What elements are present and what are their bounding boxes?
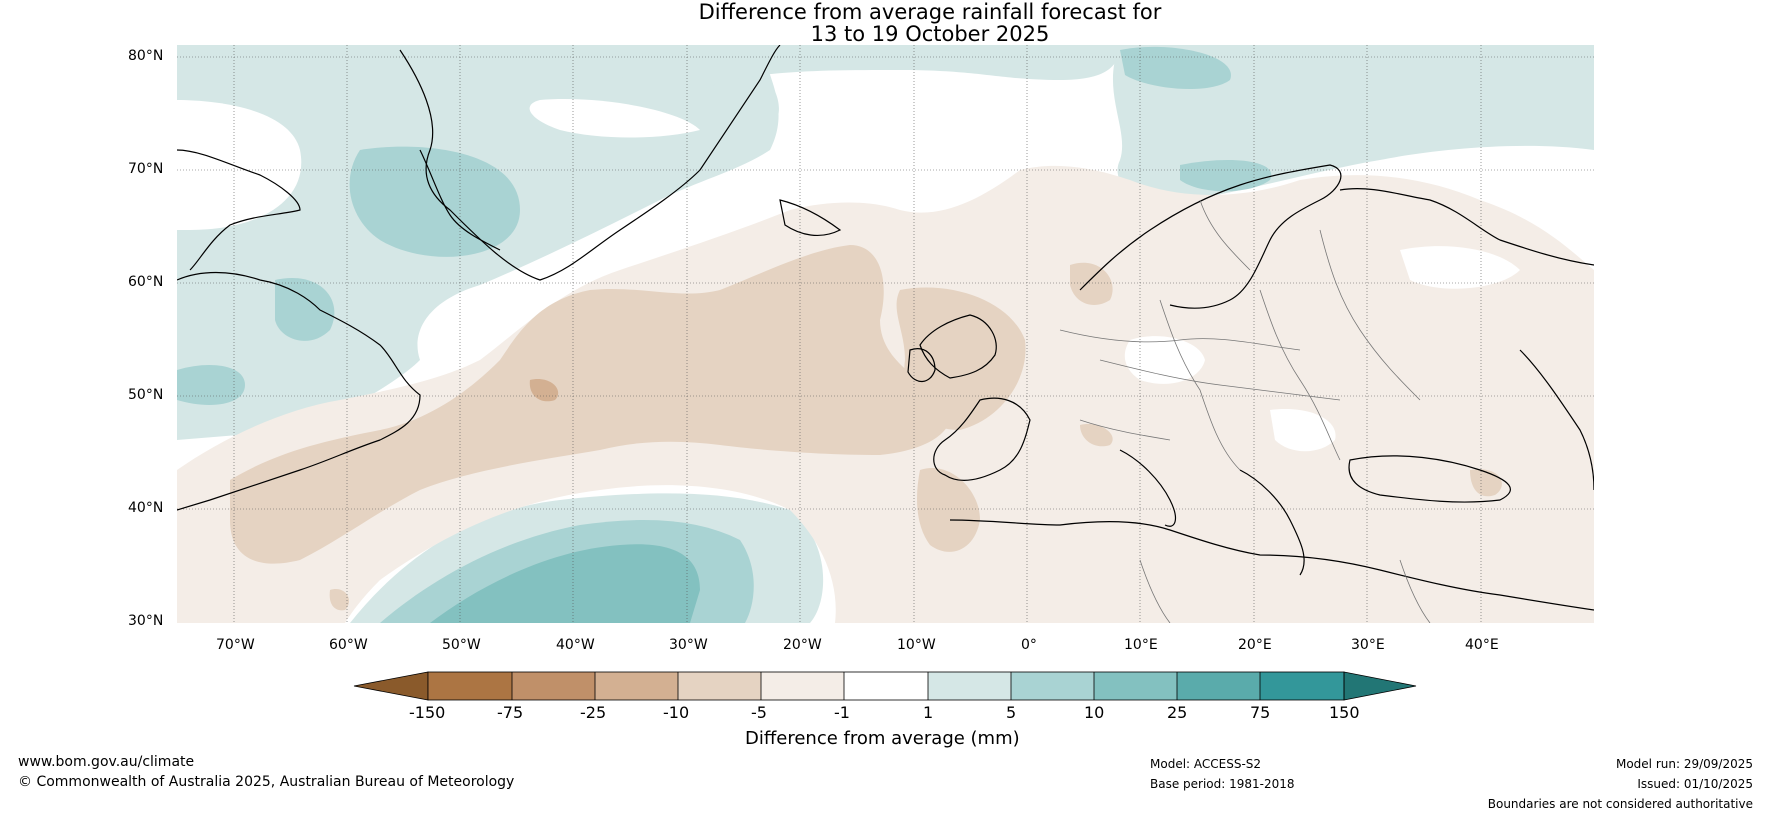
coastlines — [177, 45, 1594, 611]
colorbar-label: Difference from average (mm) — [745, 728, 1020, 749]
colorbar-tick: -5 — [751, 703, 767, 722]
colorbar-swatch — [512, 672, 595, 700]
colorbar-tick: 25 — [1167, 703, 1188, 722]
colorbar-swatch — [1094, 672, 1177, 700]
colorbar-swatch — [1011, 672, 1094, 700]
footer-disclaimer: Boundaries are not considered authoritat… — [1487, 797, 1753, 811]
lon-label: 50°W — [442, 637, 481, 653]
lon-label: 20°E — [1238, 637, 1272, 653]
footer-issued: Issued: 01/10/2025 — [1637, 777, 1753, 791]
map-panel — [177, 45, 1594, 623]
lon-label: 60°W — [329, 637, 368, 653]
near-average-regions — [529, 99, 1520, 452]
colorbar-tick: -25 — [580, 703, 607, 722]
lon-label: 30°W — [669, 637, 708, 653]
footer-base-period: Base period: 1981-2018 — [1150, 777, 1295, 791]
lon-label: 0° — [1021, 637, 1037, 653]
colorbar-tick: 10 — [1084, 703, 1105, 722]
colorbar-tick: -150 — [409, 703, 446, 722]
lon-label: 20°W — [783, 637, 822, 653]
colorbar-swatch — [761, 672, 844, 700]
colorbar — [353, 671, 1417, 701]
colorbar-swatch — [678, 672, 761, 700]
lat-label: 80°N — [128, 48, 164, 64]
country-borders — [1059, 199, 1431, 623]
colorbar-swatch — [428, 672, 512, 700]
footer-model-run: Model run: 29/09/2025 — [1615, 757, 1753, 771]
lat-label: 70°N — [128, 161, 164, 177]
lon-label: 40°E — [1465, 637, 1499, 653]
footer-copyright: © Commonwealth of Australia 2025, Austra… — [18, 774, 515, 790]
lat-label: 60°N — [128, 274, 164, 290]
colorbar-tick: 1 — [923, 703, 934, 722]
graticule — [177, 45, 1594, 623]
lat-label: 30°N — [128, 613, 164, 629]
footer-website: www.bom.gov.au/climate — [18, 754, 195, 770]
colorbar-swatch — [595, 672, 678, 700]
lon-label: 70°W — [216, 637, 255, 653]
colorbar-swatch — [844, 672, 928, 700]
lat-label: 40°N — [128, 500, 164, 516]
colorbar-swatch — [1177, 672, 1260, 700]
colorbar-extend-high — [1343, 671, 1417, 701]
map-title-line-1: Difference from average rainfall forecas… — [698, 0, 1162, 24]
colorbar-extend-low — [353, 671, 429, 701]
colorbar-tick: -75 — [497, 703, 524, 722]
lon-label: 30°E — [1351, 637, 1385, 653]
colorbar-swatch — [1260, 672, 1344, 700]
lat-label: 50°N — [128, 387, 164, 403]
map-title-line-2: 13 to 19 October 2025 — [810, 22, 1050, 46]
colorbar-tick: 5 — [1006, 703, 1017, 722]
colorbar-tick: -1 — [834, 703, 850, 722]
colorbar-swatch — [928, 672, 1011, 700]
lon-label: 10°W — [897, 637, 936, 653]
colorbar-tick: -10 — [663, 703, 690, 722]
footer-model: Model: ACCESS-S2 — [1150, 757, 1262, 771]
lon-label: 40°W — [556, 637, 595, 653]
colorbar-tick: 150 — [1329, 703, 1360, 722]
colorbar-tick: 75 — [1250, 703, 1271, 722]
lon-label: 10°E — [1124, 637, 1158, 653]
